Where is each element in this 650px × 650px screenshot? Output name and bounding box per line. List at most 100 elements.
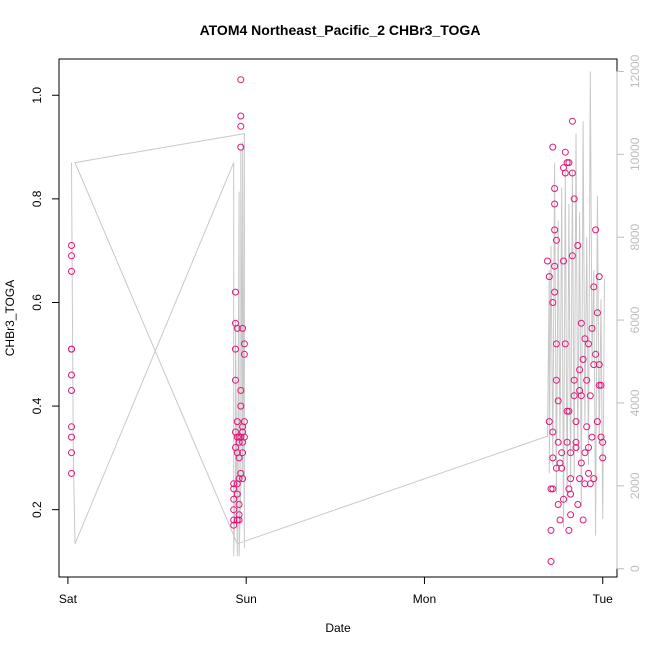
data-point — [577, 319, 585, 327]
data-point — [567, 475, 575, 483]
data-point — [588, 324, 596, 332]
data-point — [565, 159, 573, 167]
data-point — [561, 169, 569, 177]
data-point — [230, 521, 238, 529]
data-point — [577, 459, 585, 467]
data-point — [240, 350, 248, 358]
data-point — [567, 490, 575, 498]
data-point — [235, 511, 243, 519]
data-point — [581, 335, 589, 343]
data-point — [556, 516, 564, 524]
data-point — [568, 117, 576, 125]
y-right-tick-label: 2000 — [628, 472, 642, 499]
data-point — [547, 558, 555, 565]
line-layer — [71, 71, 605, 557]
data-point — [576, 366, 584, 374]
data-point — [574, 242, 582, 249]
x-tick-label: Sun — [236, 592, 257, 606]
data-point — [552, 236, 560, 244]
data-point — [549, 428, 557, 436]
data-point — [545, 418, 553, 426]
y-right-tick-label: 6000 — [628, 306, 642, 333]
data-point — [572, 438, 580, 446]
y-tick-label: 0.4 — [30, 397, 44, 414]
data-point — [68, 267, 75, 275]
data-point — [68, 387, 75, 394]
data-point — [230, 506, 238, 514]
data-point — [549, 143, 557, 151]
data-point — [568, 252, 576, 260]
data-point — [68, 371, 75, 379]
data-point — [551, 288, 559, 296]
data-point — [68, 242, 75, 249]
data-point — [68, 449, 75, 457]
data-point — [586, 392, 594, 400]
data-point — [567, 511, 575, 519]
data-point — [230, 495, 238, 503]
x-axis: Sat Sun Mon Tue — [59, 576, 614, 606]
data-point — [551, 185, 559, 192]
x-axis-label: Date — [325, 621, 351, 635]
data-point — [590, 283, 598, 291]
data-point — [592, 226, 600, 234]
data-point — [588, 433, 596, 441]
data-point — [240, 433, 248, 441]
data-point — [560, 257, 567, 265]
data-point — [561, 340, 569, 348]
data-point — [237, 387, 245, 394]
data-point — [549, 485, 557, 493]
y-right-tick-label: 0 — [628, 565, 642, 572]
y-right-tick-label: 10000 — [628, 137, 642, 171]
x-tick-label: Tue — [593, 592, 614, 606]
y-right-tick-label: 12000 — [628, 54, 642, 88]
data-point — [235, 501, 243, 508]
data-point — [554, 501, 562, 508]
y-tick-label: 1.0 — [30, 87, 44, 104]
data-point — [585, 444, 592, 451]
data-point — [549, 299, 557, 306]
data-point — [68, 345, 75, 353]
y-right-tick-label: 8000 — [628, 224, 642, 251]
y-tick-label: 0.6 — [30, 294, 44, 311]
data-point — [240, 418, 248, 426]
data-point — [237, 143, 245, 151]
data-point — [554, 397, 562, 405]
data-point — [592, 350, 600, 358]
data-point — [549, 454, 557, 462]
data-point — [595, 273, 603, 281]
data-point — [232, 376, 239, 384]
data-point — [590, 361, 598, 369]
data-point — [239, 449, 247, 457]
data-point — [233, 324, 241, 332]
data-point — [581, 449, 589, 457]
data-point — [574, 501, 582, 508]
data-point — [545, 273, 553, 281]
chart-title: ATOM4 Northeast_Pacific_2 CHBr3_TOGA — [200, 22, 481, 38]
data-point — [593, 418, 601, 426]
data-point — [583, 423, 591, 431]
data-point — [235, 454, 243, 462]
data-point — [585, 340, 592, 348]
data-point — [560, 495, 567, 503]
series-line — [71, 71, 605, 557]
data-point — [581, 480, 589, 488]
data-point — [570, 392, 578, 400]
data-point — [599, 438, 607, 446]
data-point — [568, 169, 576, 177]
data-point — [551, 200, 559, 208]
data-point — [558, 449, 566, 457]
data-point — [558, 464, 566, 472]
y-tick-label: 0.8 — [30, 190, 44, 207]
data-point — [565, 407, 573, 415]
data-point — [237, 112, 245, 120]
data-point — [551, 262, 559, 270]
data-point — [552, 464, 560, 472]
data-point — [572, 444, 580, 451]
data-point — [595, 361, 603, 369]
data-point — [565, 526, 573, 534]
data-point — [593, 309, 601, 317]
data-point — [552, 376, 560, 384]
data-point — [68, 469, 75, 477]
data-point — [597, 381, 605, 389]
